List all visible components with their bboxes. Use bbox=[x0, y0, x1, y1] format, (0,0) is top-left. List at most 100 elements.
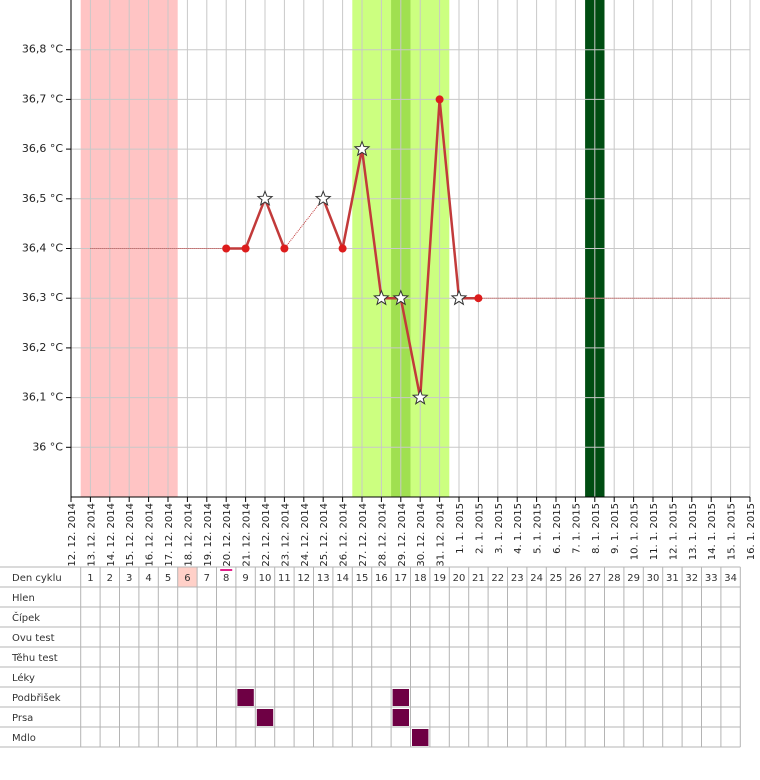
x-tick-label: 16. 12. 2014 bbox=[145, 503, 156, 567]
row-label: Těhu test bbox=[11, 652, 58, 664]
x-tick-label: 16. 1. 2015 bbox=[746, 503, 757, 560]
x-tick-label: 14. 1. 2015 bbox=[707, 503, 718, 560]
x-tick-label: 9. 1. 2015 bbox=[610, 503, 621, 554]
day-number: 14 bbox=[336, 573, 349, 584]
x-tick-label: 4. 1. 2015 bbox=[513, 503, 524, 554]
x-tick-label: 22. 12. 2014 bbox=[261, 503, 272, 567]
day-number: 7 bbox=[204, 573, 210, 584]
x-tick-label: 15. 12. 2014 bbox=[125, 503, 136, 567]
dot-point bbox=[241, 244, 250, 253]
day-number: 21 bbox=[472, 573, 485, 584]
x-tick-label: 2. 1. 2015 bbox=[474, 503, 485, 554]
day-number: 17 bbox=[394, 573, 407, 584]
x-tick-label: 29. 12. 2014 bbox=[397, 503, 408, 567]
day-number: 34 bbox=[724, 573, 737, 584]
x-tick-label: 26. 12. 2014 bbox=[339, 503, 350, 567]
day-number: 16 bbox=[375, 573, 388, 584]
symptom-cell bbox=[392, 709, 409, 726]
row-label: Podbřišek bbox=[12, 692, 61, 704]
day-number: 12 bbox=[297, 573, 310, 584]
day-number: 20 bbox=[453, 573, 466, 584]
symptom-table: 1 2 3 4 5 6 7 8 9 10 11 12 13 14 15 16 17 18 19 20 21 22 23 24 2… bbox=[0, 566, 741, 748]
x-tick-label: 17. 12. 2014 bbox=[164, 503, 175, 567]
day-number: 13 bbox=[317, 573, 330, 584]
star-point bbox=[411, 388, 429, 405]
row-label: Hlen bbox=[12, 593, 35, 604]
day-number: 23 bbox=[511, 573, 524, 584]
x-tick-label: 15. 1. 2015 bbox=[727, 503, 738, 560]
day-number: 9 bbox=[242, 573, 248, 584]
star-point bbox=[392, 289, 410, 306]
row-label: Čípek bbox=[12, 611, 40, 624]
day-number: 3 bbox=[126, 573, 132, 584]
dot-point bbox=[338, 244, 347, 253]
x-tick-label: 5. 1. 2015 bbox=[533, 503, 544, 554]
x-tick-label: 6. 1. 2015 bbox=[552, 503, 563, 554]
dot-point bbox=[222, 244, 231, 253]
day-number: 30 bbox=[647, 573, 660, 584]
day-number: 26 bbox=[569, 573, 582, 584]
y-tick-label: 36 °C bbox=[32, 440, 63, 453]
star-point bbox=[450, 289, 468, 306]
x-tick-label: 24. 12. 2014 bbox=[300, 503, 311, 567]
header-label: Den cyklu bbox=[12, 573, 62, 584]
y-tick-label: 36,7 °C bbox=[22, 92, 63, 105]
day-number: 32 bbox=[685, 573, 698, 584]
day-number: 19 bbox=[433, 573, 446, 584]
highlight-cell bbox=[177, 567, 198, 587]
row-label: Prsa bbox=[12, 713, 33, 724]
symptom-cell bbox=[237, 689, 254, 706]
x-tick-label: 1. 1. 2015 bbox=[455, 503, 466, 554]
projection-line bbox=[284, 198, 324, 249]
temperature-line bbox=[226, 195, 286, 250]
day-number: 27 bbox=[588, 573, 601, 584]
x-tick-label: 8. 1. 2015 bbox=[591, 503, 602, 554]
star-point bbox=[353, 140, 371, 157]
day-number: 4 bbox=[145, 573, 151, 584]
x-tick-label: 19. 12. 2014 bbox=[203, 503, 214, 567]
y-tick-label: 36,6 °C bbox=[22, 142, 63, 155]
day-number: 33 bbox=[705, 573, 718, 584]
day-number: 29 bbox=[627, 573, 640, 584]
row-label: Mdlo bbox=[12, 733, 36, 744]
star-point bbox=[314, 189, 332, 207]
x-tick-label: 18. 12. 2014 bbox=[183, 503, 194, 567]
x-tick-label: 12. 12. 2014 bbox=[67, 503, 78, 567]
x-tick-label: 25. 12. 2014 bbox=[319, 503, 330, 567]
day-number: 6 bbox=[184, 573, 190, 584]
day-number: 1 bbox=[87, 573, 93, 584]
y-tick-label: 36,4 °C bbox=[22, 242, 63, 255]
x-tick-label: 23. 12. 2014 bbox=[280, 503, 291, 567]
day-number: 24 bbox=[530, 573, 543, 584]
x-tick-label: 7. 1. 2015 bbox=[571, 503, 582, 554]
y-tick-label: 36,5 °C bbox=[22, 192, 63, 205]
symptom-cell bbox=[392, 689, 409, 706]
day-number: 25 bbox=[550, 573, 563, 584]
x-tick-label: 20. 12. 2014 bbox=[222, 503, 233, 567]
symptom-cell bbox=[256, 709, 274, 726]
x-tick-label: 11. 1. 2015 bbox=[649, 503, 660, 560]
star-point bbox=[372, 289, 390, 306]
dot-point bbox=[435, 95, 444, 104]
x-tick-label: 21. 12. 2014 bbox=[242, 503, 253, 567]
symptom-cell bbox=[412, 729, 429, 746]
day-number: 15 bbox=[356, 573, 369, 584]
x-tick-label: 28. 12. 2014 bbox=[377, 503, 388, 567]
x-tick-label: 12. 1. 2015 bbox=[668, 503, 679, 560]
day-number: 5 bbox=[165, 573, 171, 584]
row-label: Ovu test bbox=[12, 633, 55, 644]
dot-point bbox=[280, 244, 289, 253]
x-tick-label: 31. 12. 2014 bbox=[436, 503, 447, 567]
day-number: 8 bbox=[223, 573, 229, 584]
x-tick-label: 10. 1. 2015 bbox=[630, 503, 641, 560]
dot-point bbox=[474, 294, 483, 303]
y-tick-label: 36,8 °C bbox=[22, 43, 63, 56]
day-number: 22 bbox=[491, 573, 504, 584]
day-number: 2 bbox=[107, 573, 113, 584]
day-number: 18 bbox=[414, 573, 427, 584]
day-number: 11 bbox=[278, 573, 291, 584]
day-number: 31 bbox=[666, 573, 679, 584]
marked-day-bar bbox=[220, 569, 233, 571]
day-number: 10 bbox=[259, 573, 272, 584]
